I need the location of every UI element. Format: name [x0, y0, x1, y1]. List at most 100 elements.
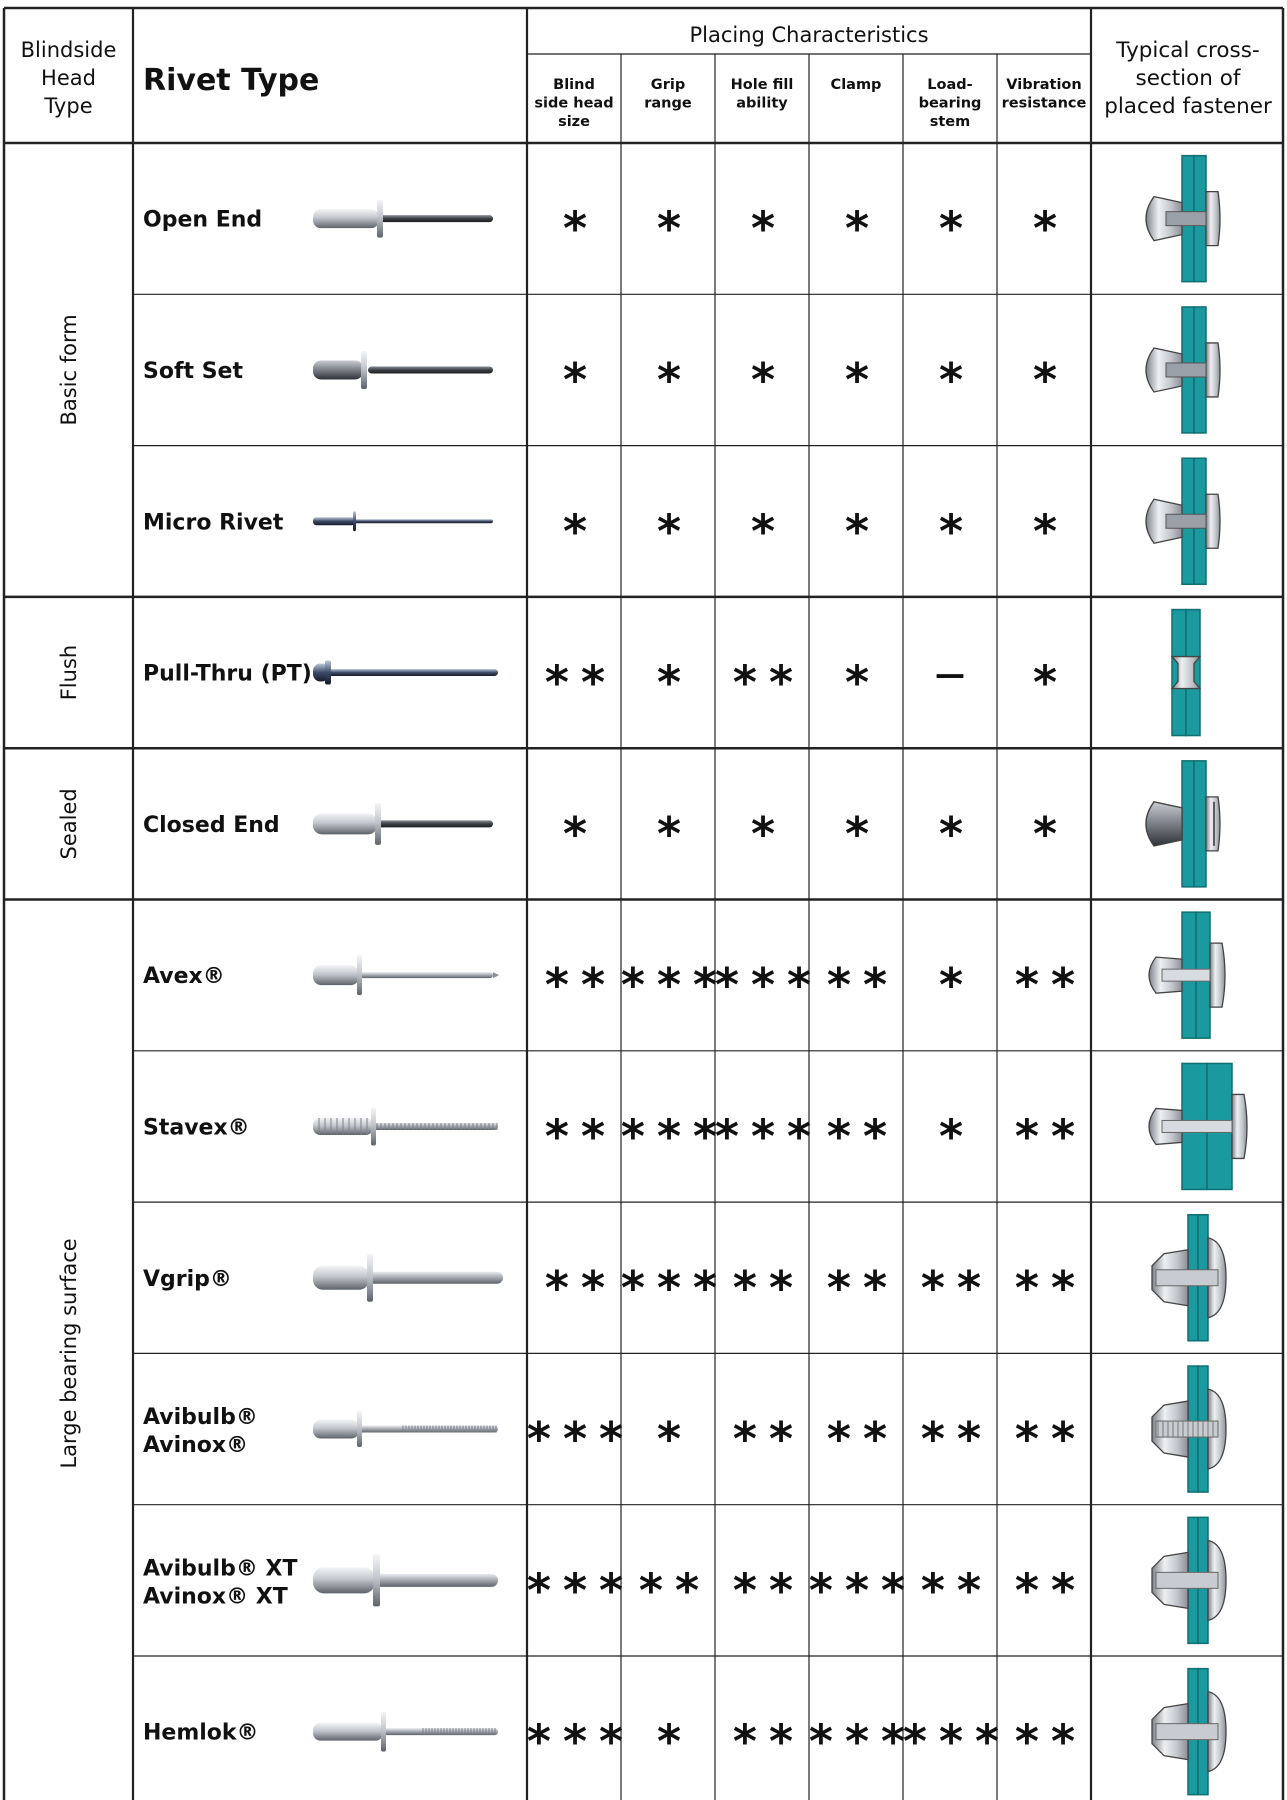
- rating-cell: *: [563, 807, 587, 861]
- table-row: Avex® * * * * * * * * * * * * *: [143, 911, 1226, 1039]
- rating-cell: *: [845, 656, 869, 710]
- group-label-2: Sealed: [57, 788, 81, 859]
- rivet-image: [313, 1411, 498, 1448]
- rivet-image: [313, 1107, 498, 1146]
- rivet-name: Hemlok®: [143, 1721, 259, 1746]
- table-row: Avibulb® Avinox® * * * * * * * * * * * *: [143, 1365, 1227, 1493]
- rivet-image: [313, 511, 493, 532]
- rating-cell: * * *: [715, 1109, 811, 1163]
- rating-cell: * * *: [527, 1412, 623, 1466]
- rating-cell: * *: [545, 958, 605, 1012]
- rating-cell: *: [751, 807, 775, 861]
- rivet-image: [313, 1253, 503, 1302]
- characteristic-header-1: Grip: [651, 77, 685, 93]
- rivet-name: Avibulb®: [143, 1405, 258, 1430]
- rating-cell: * * *: [809, 1563, 905, 1617]
- rating-cell: *: [563, 353, 587, 407]
- rating-cell: *: [657, 202, 681, 256]
- cross-section-image: [1151, 1667, 1227, 1796]
- table-header: Blindside Head Type Rivet Type Placing Chara…: [21, 23, 1272, 130]
- cross-section-header: Typical cross-: [1115, 38, 1259, 63]
- characteristic-header-0: Blind: [553, 77, 595, 93]
- table-row: Stavex® * * * * * * * * * * * * *: [143, 1062, 1248, 1191]
- rating-cell: *: [1033, 202, 1057, 256]
- rating-cell: *: [563, 202, 587, 256]
- table-row: Vgrip® * * * * * * * * * * * * *: [143, 1214, 1227, 1342]
- rating-cell: * *: [827, 1109, 887, 1163]
- table-row: Soft Set * * * * * *: [143, 306, 1221, 434]
- cross-section-image: [1170, 608, 1202, 737]
- group-column: Basic form Flush Sealed Large bearing surfa…: [57, 314, 81, 1468]
- cross-section-image: [1148, 911, 1226, 1039]
- characteristic-header-1: range: [644, 96, 692, 112]
- cross-section-image: [1151, 1365, 1227, 1493]
- rivet-name: Open End: [143, 208, 262, 233]
- table-body: Open End * * * * * * Soft Set * * * * * * Micro Rivet *…: [143, 154, 1248, 1796]
- placing-characteristics-header: Placing Characteristics: [689, 23, 928, 47]
- characteristic-header-0: size: [558, 114, 590, 130]
- blindside-head-type-header: Blindside: [21, 38, 117, 62]
- table-row: Avibulb® XT Avinox® XT * * * * * * * * * * * *…: [143, 1516, 1227, 1645]
- rating-cell: *: [1033, 656, 1057, 710]
- rating-cell: * *: [921, 1261, 981, 1315]
- rating-cell: *: [939, 202, 963, 256]
- rating-cell: * * *: [527, 1715, 623, 1769]
- rating-cell: *: [657, 353, 681, 407]
- rating-cell: *: [1033, 807, 1057, 861]
- rivet-image: [313, 1711, 498, 1752]
- rating-cell: *: [657, 656, 681, 710]
- cross-section-image: [1145, 760, 1221, 888]
- rating-cell: * *: [1015, 1715, 1075, 1769]
- rivet-image: [313, 350, 493, 389]
- rivet-image: [313, 199, 493, 238]
- rivet-name: Avibulb® XT: [143, 1556, 297, 1581]
- rating-cell: *: [657, 807, 681, 861]
- rating-cell: * *: [921, 1563, 981, 1617]
- rating-cell: *: [751, 504, 775, 558]
- rating-cell: *: [751, 353, 775, 407]
- rivet-name: Vgrip®: [143, 1267, 232, 1292]
- rivet-name: Avinox® XT: [143, 1584, 288, 1609]
- characteristic-header-2: ability: [736, 96, 788, 112]
- blindside-head-type-header: Head: [41, 66, 96, 90]
- cross-section-image: [1148, 1062, 1248, 1191]
- cross-section-image: [1151, 1214, 1227, 1342]
- rivet-image: [313, 660, 498, 685]
- rating-cell: * * *: [621, 1109, 717, 1163]
- rating-cell: * *: [1015, 1109, 1075, 1163]
- group-label-0: Basic form: [57, 314, 81, 425]
- table-row: Micro Rivet * * * * * *: [143, 457, 1221, 585]
- rating-cell: —: [935, 658, 965, 693]
- characteristic-header-3: Clamp: [831, 77, 882, 93]
- rating-cell: * *: [1015, 1261, 1075, 1315]
- rating-cell: * * *: [903, 1715, 999, 1769]
- characteristic-header-2: Hole fill: [731, 77, 794, 93]
- characteristic-header-4: stem: [930, 114, 971, 130]
- rating-cell: * *: [733, 1261, 793, 1315]
- cross-section-header: section of: [1136, 66, 1241, 91]
- cross-section-image: [1145, 306, 1221, 434]
- rating-cell: *: [939, 958, 963, 1012]
- rating-cell: * *: [639, 1563, 699, 1617]
- table-grid: [2, 6, 1285, 1800]
- characteristic-header-5: resistance: [1002, 96, 1087, 112]
- rating-cell: *: [939, 807, 963, 861]
- rating-cell: * *: [733, 1563, 793, 1617]
- rating-cell: * *: [733, 656, 793, 710]
- rating-cell: *: [657, 504, 681, 558]
- rating-cell: * *: [1015, 1563, 1075, 1617]
- rating-cell: * * *: [621, 958, 717, 1012]
- rivet-name: Soft Set: [143, 359, 243, 384]
- rating-cell: * * *: [527, 1563, 623, 1617]
- rating-cell: * *: [827, 1261, 887, 1315]
- rivet-image: [313, 1554, 498, 1607]
- rating-cell: * *: [827, 1412, 887, 1466]
- rating-cell: *: [751, 202, 775, 256]
- table-row: Pull-Thru (PT) * * * * * * — *: [143, 608, 1202, 737]
- rivet-type-header: Rivet Type: [143, 63, 319, 98]
- rivet-name: Pull-Thru (PT): [143, 662, 312, 687]
- rating-cell: * *: [545, 1261, 605, 1315]
- cross-section-header: placed fastener: [1104, 94, 1272, 119]
- group-label-1: Flush: [57, 645, 81, 700]
- rating-cell: *: [657, 1412, 681, 1466]
